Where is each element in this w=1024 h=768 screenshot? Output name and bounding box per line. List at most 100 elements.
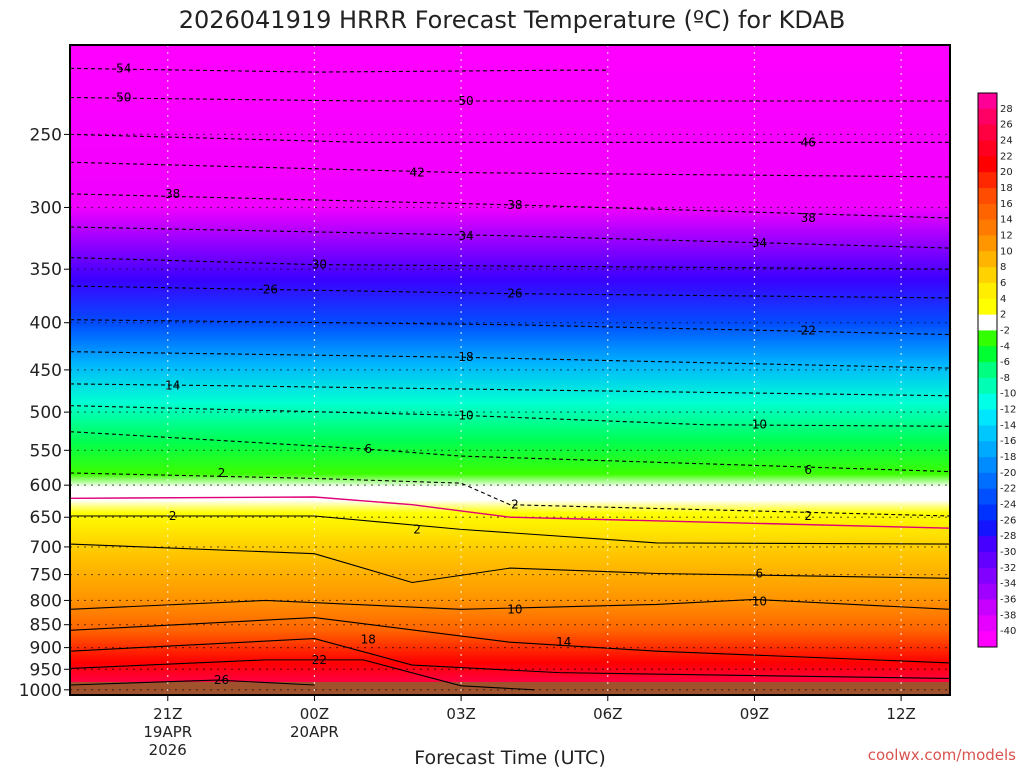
y-tick-label-800: 800 <box>30 591 62 611</box>
contour-label-29: 18 <box>361 633 376 647</box>
colorbar-swatch-21 <box>978 425 997 442</box>
colorbar-swatch-16 <box>978 346 997 363</box>
contour-label-9: 34 <box>752 236 767 250</box>
colorbar-swatch-26 <box>978 504 997 521</box>
colorbar-tick-26: -26 <box>1000 515 1016 526</box>
contour-label-0: 54 <box>116 61 131 75</box>
chart-title: 2026041919 HRRR Forecast Temperature (ºC… <box>179 6 846 34</box>
colorbar-swatch-23 <box>978 457 997 474</box>
contour-2 <box>70 515 951 545</box>
y-tick-label-250: 250 <box>30 125 62 145</box>
colorbar-tick-12: 4 <box>1000 294 1006 305</box>
contour-label-25: 6 <box>756 566 764 580</box>
colorbar-tick-30: -34 <box>1000 579 1016 590</box>
contour--10 <box>69 405 951 427</box>
colorbar-tick-6: 16 <box>1000 199 1013 210</box>
colorbar-tick-1: 26 <box>1000 120 1013 131</box>
y-tick-label-600: 600 <box>30 476 62 496</box>
colorbar-tick-2: 24 <box>1000 135 1013 146</box>
y-tick-label-300: 300 <box>30 198 62 218</box>
colorbar-frame <box>977 92 998 648</box>
contour-18 <box>69 638 951 679</box>
contour-label-11: 26 <box>263 282 278 296</box>
colorbar-swatch-1 <box>978 108 997 126</box>
contour-label-26: 10 <box>507 602 522 616</box>
colorbar-tick-25: -24 <box>1000 500 1016 511</box>
contour--2 <box>69 472 951 517</box>
colorbar-swatch-14 <box>978 314 997 331</box>
x-tick-label-0-2: 2026 <box>149 741 187 759</box>
colorbar-tick-5: 18 <box>1000 183 1013 194</box>
contour-label-20: 2 <box>218 466 226 480</box>
x-tick-label-4-0: 09Z <box>740 705 769 723</box>
colorbar-tick-23: -20 <box>1000 468 1016 479</box>
contour-label-5: 38 <box>165 187 180 201</box>
contour--18 <box>69 351 951 369</box>
contour-6 <box>69 543 951 584</box>
colorbar-tick-8: 12 <box>1000 230 1013 241</box>
colorbar-tick-13: 2 <box>1000 310 1006 321</box>
contour-lines <box>69 67 951 691</box>
contour-label-23: 2 <box>169 509 177 523</box>
contour-label-12: 26 <box>507 287 522 301</box>
colorbar-swatch-19 <box>978 393 997 411</box>
x-tick-label-0-0: 21Z <box>153 705 182 723</box>
colorbar-swatch-28 <box>978 536 997 553</box>
colorbar-tick-15: -4 <box>1000 341 1010 352</box>
y-tick-label-850: 850 <box>30 616 62 636</box>
colorbar-tick-14: -2 <box>1000 325 1010 336</box>
contour-label-14: 18 <box>458 350 473 364</box>
contour-label-27: 10 <box>752 594 767 608</box>
contour-label-15: 14 <box>165 379 180 393</box>
colorbar-swatch-2 <box>978 124 997 141</box>
colorbar-swatch-20 <box>978 409 997 426</box>
contour-label-4: 46 <box>801 135 816 149</box>
colorbar-swatch-13 <box>978 298 997 316</box>
colorbar-swatch-22 <box>978 441 997 458</box>
colorbar-swatch-17 <box>978 362 997 379</box>
y-tick-label-950: 950 <box>30 660 62 680</box>
x-axis-label: Forecast Time (UTC) <box>414 747 605 768</box>
y-tick-label-1000: 1000 <box>19 681 62 701</box>
contour-14 <box>69 617 951 664</box>
colorbar-tick-0: 28 <box>1000 104 1013 115</box>
colorbar-swatch-10 <box>978 251 997 268</box>
colorbar-tick-31: -36 <box>1000 595 1016 606</box>
colorbar-tick-22: -18 <box>1000 452 1016 463</box>
contour--42 <box>69 161 951 178</box>
contour-label-18: 6 <box>364 442 372 456</box>
colorbar-swatch-30 <box>978 567 997 585</box>
x-tick-label-1-0: 00Z <box>300 705 329 723</box>
colorbar-swatch-31 <box>978 583 997 601</box>
y-tick-label-900: 900 <box>30 639 62 659</box>
colorbar-swatch-6 <box>978 187 997 205</box>
contour-label-8: 34 <box>458 229 473 243</box>
y-tick-label-650: 650 <box>30 508 62 528</box>
contour-label-6: 38 <box>507 198 522 212</box>
colorbar-tick-7: 14 <box>1000 215 1013 226</box>
colorbar-swatch-15 <box>978 330 997 347</box>
contour-label-19: 6 <box>804 463 812 477</box>
colorbar-swatch-0 <box>978 93 997 110</box>
x-tick-label-1-1: 20APR <box>290 723 339 741</box>
colorbar-swatch-24 <box>978 472 997 490</box>
colorbar-tick-29: -32 <box>1000 563 1016 574</box>
contour-label-24: 2 <box>413 522 421 536</box>
colorbar-swatch-4 <box>978 156 997 173</box>
colorbar-tick-21: -16 <box>1000 436 1016 447</box>
colorbar-tick-27: -28 <box>1000 531 1016 542</box>
y-tick-label-500: 500 <box>30 403 62 423</box>
contour-label-13: 22 <box>801 324 816 338</box>
freezing-level-line <box>69 496 951 529</box>
temperature-field <box>70 45 950 695</box>
y-tick-label-550: 550 <box>30 441 62 461</box>
colorbar: 28 26 24 22 20 18 16 14 12 10 8 6 4 2 -2 -4 -6 -8 -10 -12 -1… <box>977 92 1016 648</box>
x-tick-label-3-0: 06Z <box>593 705 622 723</box>
colorbar-swatch-34 <box>978 631 997 648</box>
x-tick-label-5-0: 12Z <box>886 705 915 723</box>
colorbar-swatch-32 <box>978 599 997 616</box>
colorbar-swatch-27 <box>978 520 997 537</box>
